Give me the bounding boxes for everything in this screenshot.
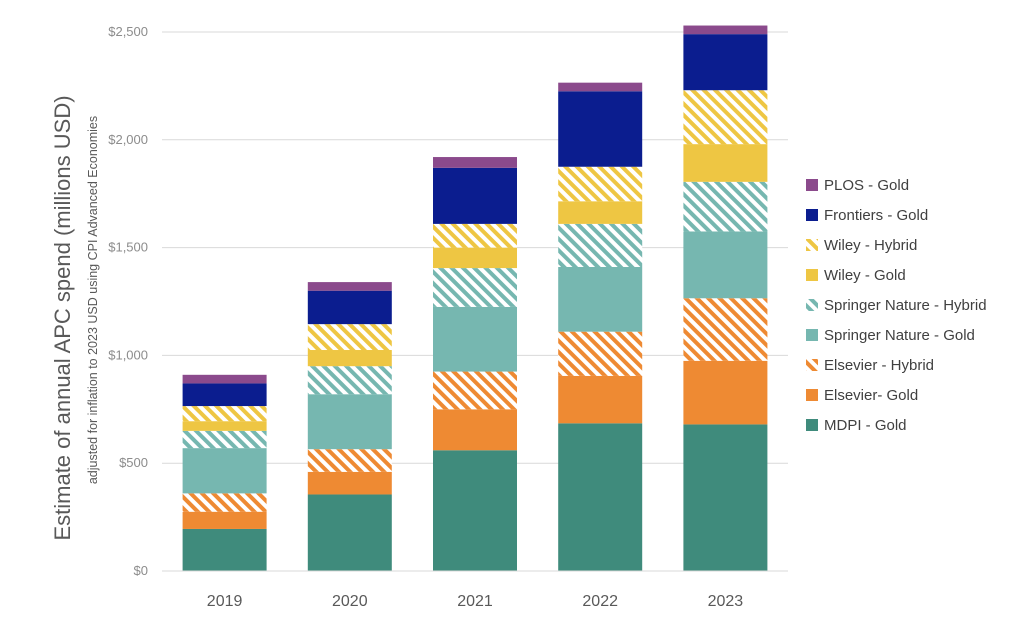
bar-segment (683, 360, 768, 425)
bar-segment (433, 167, 517, 224)
y-axis-title-group: Estimate of annual APC spend (millions U… (50, 95, 100, 540)
x-tick-label: 2021 (457, 593, 493, 610)
bar-segment (433, 157, 517, 168)
legend-label: Springer Nature - Hybrid (824, 297, 987, 314)
bar-segment (433, 223, 517, 248)
legend-label: Wiley - Gold (824, 267, 906, 284)
legend-label: MDPI - Gold (824, 417, 907, 434)
bar-segment (182, 406, 267, 422)
bar-segment (307, 494, 392, 571)
bar-segment (433, 371, 517, 410)
legend-swatch (806, 329, 818, 341)
bar-segment (307, 324, 392, 351)
legend-label: Springer Nature - Gold (824, 327, 975, 344)
bars (182, 25, 768, 571)
bar-segment (558, 223, 643, 268)
bar-segment (558, 423, 643, 571)
legend-swatch (806, 239, 818, 251)
legend-swatch (806, 419, 818, 431)
y-axis-ticks: $0 $500 $1,000 $1,500 $2,000 $2,500 (108, 24, 148, 578)
legend-swatch (806, 359, 818, 371)
bar-segment (558, 375, 643, 424)
legend-swatch (806, 389, 818, 401)
legend-label: Elsevier - Hybrid (824, 357, 934, 374)
bar-segment (182, 493, 267, 512)
bar-segment (683, 144, 768, 182)
x-tick-label: 2023 (708, 593, 744, 610)
legend-label: Elsevier- Gold (824, 387, 918, 404)
bar-segment (433, 247, 517, 269)
bar-segment (683, 90, 768, 145)
legend-swatch (806, 209, 818, 221)
bar-segment (307, 449, 392, 472)
bar-segment (683, 424, 768, 571)
legend-label: Wiley - Hybrid (824, 237, 917, 254)
bar-segment (433, 306, 517, 372)
bar-segment (558, 331, 643, 376)
bar-segment (433, 268, 517, 307)
y-tick-label: $0 (134, 563, 148, 578)
y-axis-title: Estimate of annual APC spend (millions U… (50, 95, 75, 540)
y-tick-label: $1,500 (108, 240, 148, 255)
bar-segment (683, 231, 768, 299)
y-tick-label: $2,000 (108, 132, 148, 147)
bar-segment (307, 282, 392, 291)
bar-segment (307, 290, 392, 325)
bar-segment (683, 25, 768, 35)
bar-segment (683, 181, 768, 232)
bar-segment (182, 430, 267, 449)
y-tick-label: $500 (119, 455, 148, 470)
bar-segment (182, 421, 267, 431)
bar-segment (558, 201, 643, 224)
bar-segment (307, 394, 392, 450)
y-tick-label: $1,000 (108, 347, 148, 362)
legend-label: Frontiers - Gold (824, 207, 928, 224)
legend-swatch (806, 269, 818, 281)
bar-segment (182, 448, 267, 494)
y-tick-label: $2,500 (108, 24, 148, 39)
bar-segment (558, 267, 643, 332)
legend-swatch (806, 299, 818, 311)
bar-segment (182, 374, 267, 384)
bar-segment (683, 298, 768, 361)
bar-segment (182, 511, 267, 529)
legend: PLOS - Gold Frontiers - Gold Wiley - Hybri… (806, 177, 987, 434)
bar-segment (683, 34, 768, 91)
legend-label: PLOS - Gold (824, 177, 909, 194)
y-axis-subtitle: adjusted for inflation to 2023 USD using… (86, 116, 100, 484)
bar-segment (182, 383, 267, 407)
bar-segment (433, 409, 517, 451)
bar-segment (433, 450, 517, 571)
bar-segment (558, 82, 643, 92)
bar-segment (558, 91, 643, 167)
x-tick-label: 2022 (582, 593, 618, 610)
legend-swatch (806, 179, 818, 191)
x-axis-ticks: 2019 2020 2021 2022 2023 (207, 593, 743, 610)
bar-segment (182, 528, 267, 571)
x-tick-label: 2020 (332, 593, 368, 610)
bar-segment (307, 366, 392, 395)
bar-segment (307, 350, 392, 367)
bar-segment (307, 471, 392, 495)
x-tick-label: 2019 (207, 593, 243, 610)
bar-segment (558, 166, 643, 202)
